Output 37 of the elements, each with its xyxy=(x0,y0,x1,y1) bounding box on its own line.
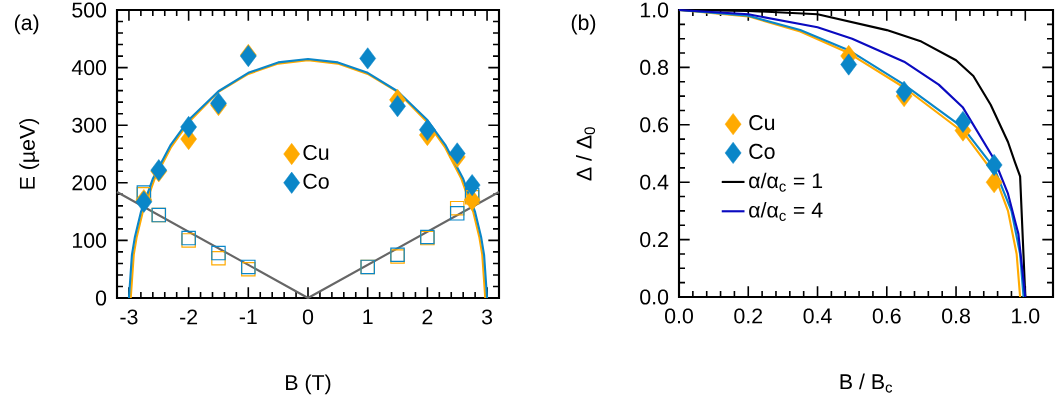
x-tick-label: -3 xyxy=(120,309,138,325)
x-tick-label: 0.6 xyxy=(872,308,901,324)
x-tick-label: 0 xyxy=(302,309,314,325)
y-tick-label: 0.8 xyxy=(640,59,669,75)
y-tick-label: 0 xyxy=(95,290,107,306)
x-tick-label: 0.2 xyxy=(734,308,763,324)
text: (b) xyxy=(571,14,596,35)
legend-label: α/α$_{c}$ = 4 xyxy=(749,201,823,222)
y-tick-label: 400 xyxy=(71,60,107,76)
y-tick-label: 100 xyxy=(73,232,107,248)
y-tick-label: 1.0 xyxy=(640,2,669,18)
x-tick-label: 1 xyxy=(363,309,373,325)
y-axis-title: Δ / Δ$_{0}$ xyxy=(575,127,596,181)
x-tick-label: 2 xyxy=(422,309,433,325)
x-tick-label: -1 xyxy=(239,309,257,325)
legend-label: Cu xyxy=(749,115,775,131)
legend-label: Cu xyxy=(303,144,329,161)
x-axis-title: B / B$_{c}$ xyxy=(840,373,893,393)
legend-label: Co xyxy=(303,173,329,189)
y-tick-label: 0.4 xyxy=(640,174,669,190)
legend-label: α/α$_{c}$ = 1 xyxy=(749,172,823,192)
y-tick-label: 0.0 xyxy=(640,289,669,305)
x-tick-label: 0.8 xyxy=(942,308,970,324)
y-tick-label: 200 xyxy=(72,175,107,191)
y-tick-label: 300 xyxy=(72,117,107,133)
y-tick-label: 0.6 xyxy=(640,117,669,133)
y-axis-title: E (µeV) xyxy=(19,118,40,189)
x-tick-label: 0.0 xyxy=(665,308,693,324)
legend-label: Co xyxy=(749,143,775,159)
x-axis-title: B (T) xyxy=(286,374,331,395)
x-tick-label: 0.4 xyxy=(803,308,832,324)
x-tick-label: -2 xyxy=(180,309,198,325)
y-tick-label: 500 xyxy=(72,2,107,18)
x-tick-label: 3 xyxy=(481,309,493,325)
x-tick-label: 1.0 xyxy=(1012,308,1040,324)
text: (a) xyxy=(14,14,39,35)
y-tick-label: 0.2 xyxy=(640,232,668,248)
